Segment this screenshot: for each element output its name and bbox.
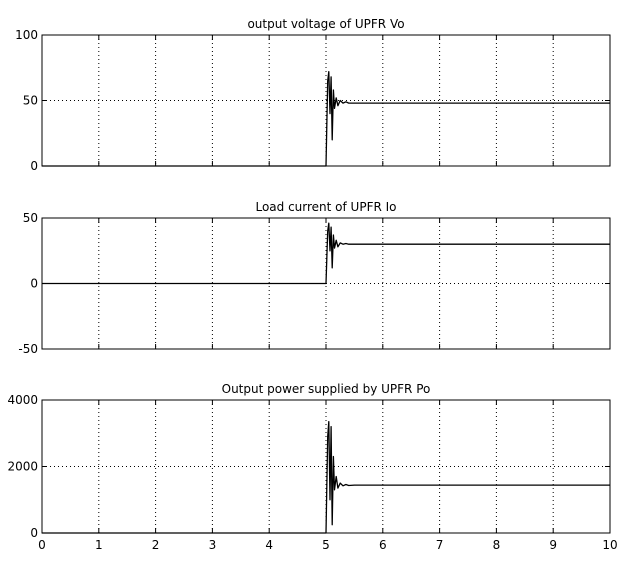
y-tick-label: 0 bbox=[30, 277, 38, 291]
series-line bbox=[42, 420, 610, 534]
x-tick-label: 0 bbox=[38, 538, 46, 552]
x-tick-label: 10 bbox=[602, 538, 617, 552]
series-line bbox=[42, 222, 610, 285]
x-tick-label: 6 bbox=[379, 538, 387, 552]
x-tick-label: 1 bbox=[95, 538, 103, 552]
subplot-load-current: -50 0 50 Load current of UPFR Io bbox=[18, 200, 611, 356]
series-line bbox=[42, 71, 610, 167]
chart-title: Load current of UPFR Io bbox=[255, 200, 396, 214]
y-tick-label: 100 bbox=[15, 28, 38, 42]
x-tick-label: 4 bbox=[265, 538, 273, 552]
x-tick-label: 7 bbox=[436, 538, 444, 552]
y-tick-label: 50 bbox=[23, 94, 38, 108]
y-tick-label: 0 bbox=[30, 526, 38, 540]
subplot-output-power: 0 1 2 3 4 5 6 7 8 9 10 0 2000 4000 Output power suppli… bbox=[7, 382, 617, 552]
y-tick-label: 0 bbox=[30, 159, 38, 173]
x-tick-label: 8 bbox=[493, 538, 501, 552]
chart-title: Output power supplied by UPFR Po bbox=[222, 382, 431, 396]
y-tick-label: 4000 bbox=[7, 393, 38, 407]
x-tick-label: 9 bbox=[549, 538, 557, 552]
chart-title: output voltage of UPFR Vo bbox=[247, 17, 404, 31]
y-tick-label: 2000 bbox=[7, 460, 38, 474]
subplot-output-voltage: 0 50 100 output voltage of UPFR Vo bbox=[15, 17, 611, 173]
y-tick-label: 50 bbox=[23, 211, 38, 225]
y-tick-label: -50 bbox=[18, 342, 38, 356]
x-tick-label: 5 bbox=[322, 538, 330, 552]
x-tick-label: 3 bbox=[209, 538, 217, 552]
x-tick-label: 2 bbox=[152, 538, 160, 552]
